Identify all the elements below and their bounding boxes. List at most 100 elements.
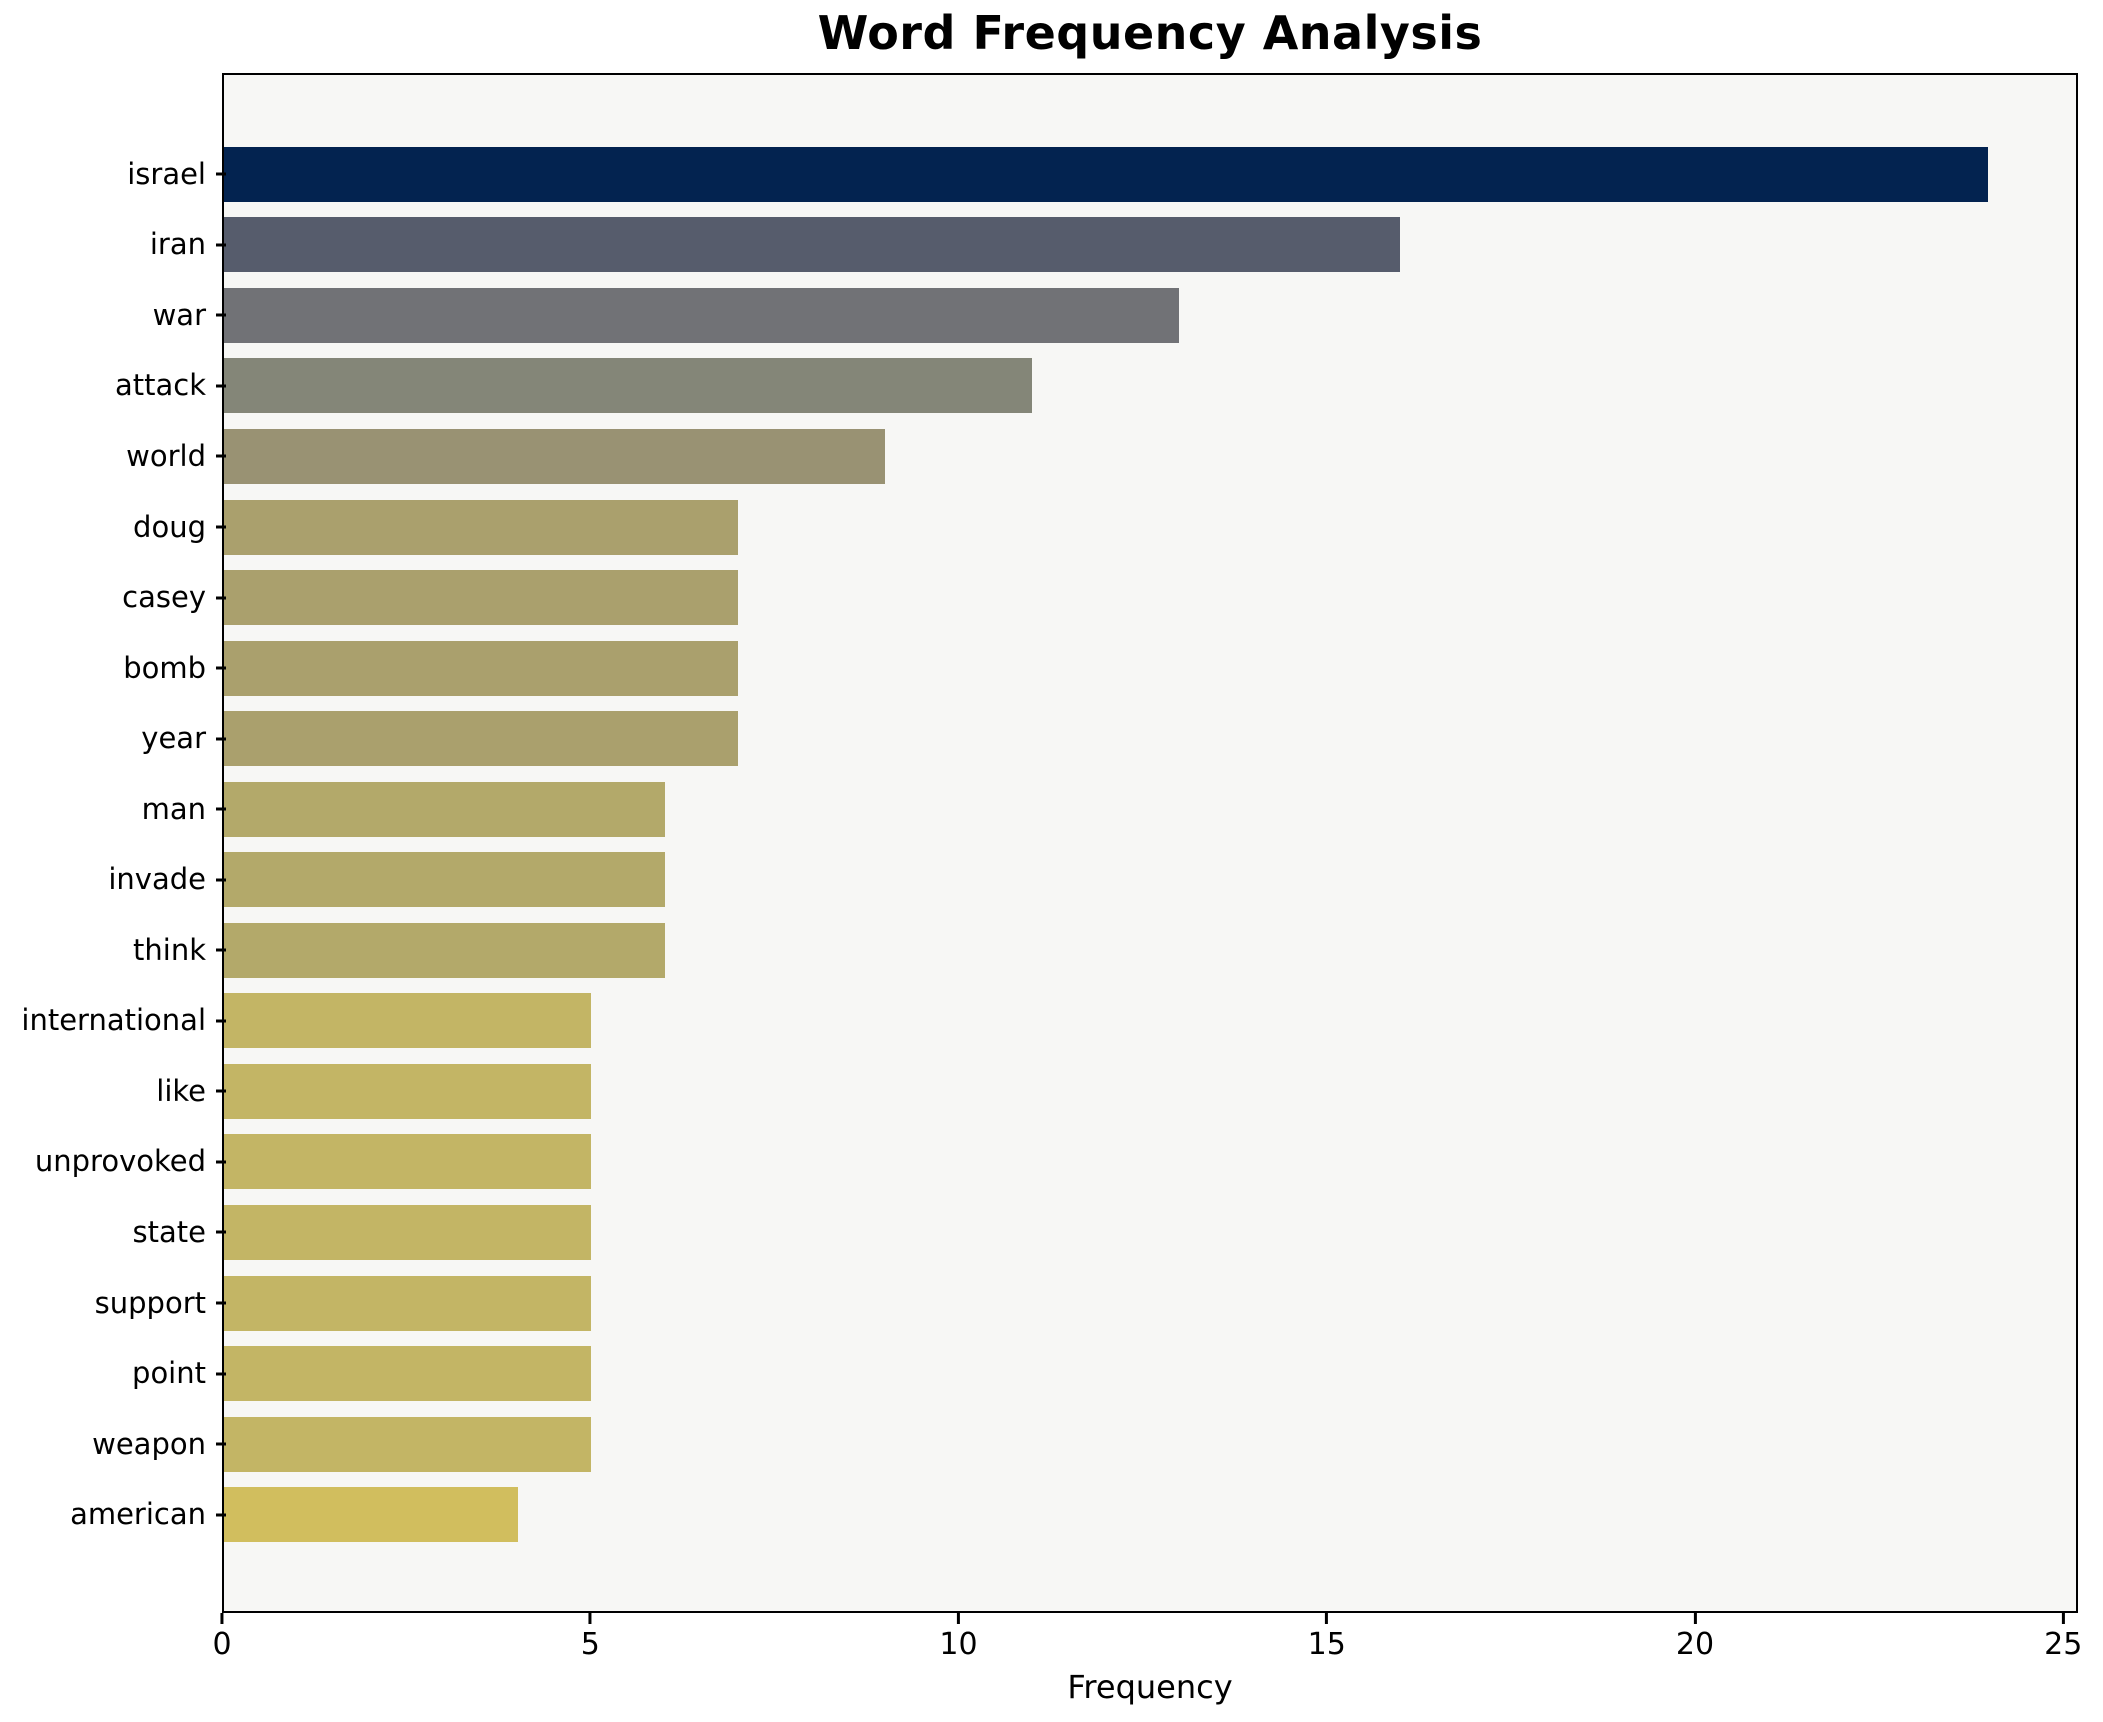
bar-row: think (133, 915, 2076, 986)
frequency-bar (224, 1204, 592, 1260)
chart-title: Word Frequency Analysis (817, 6, 1483, 60)
x-tick: 15 (1308, 1613, 1346, 1660)
x-tick-label: 10 (939, 1627, 978, 1662)
frequency-bar (224, 1487, 518, 1543)
category-label: iran (149, 227, 206, 262)
x-tick-label: 20 (1675, 1627, 1715, 1662)
frequency-bar (224, 499, 739, 555)
frequency-bar (224, 1134, 592, 1190)
category-label: international (21, 1003, 206, 1038)
x-tick-mark (220, 1613, 224, 1624)
category-label: like (156, 1073, 206, 1108)
category-label: point (132, 1356, 206, 1391)
x-tick: 10 (939, 1613, 978, 1662)
y-tick-mark (216, 172, 226, 176)
x-tick: 5 (581, 1613, 600, 1660)
category-label: doug (133, 509, 206, 544)
frequency-bar (224, 217, 1400, 273)
x-axis: 0 5 10 15 20 25 (212, 1613, 2082, 1673)
category-label: think (133, 932, 206, 967)
y-tick-mark (216, 313, 226, 317)
category-label: state (132, 1214, 206, 1249)
bar-row: weapon (92, 1409, 2076, 1480)
plot-area: israel iran war attack world doug casey bomb yea… (21, 73, 2078, 1613)
bar-row: state (133, 1197, 2076, 1268)
y-tick-mark (216, 1513, 226, 1517)
category-label: year (141, 721, 206, 756)
bar-row: world (126, 421, 2076, 492)
category-label: weapon (92, 1426, 206, 1461)
category-label: israel (127, 156, 206, 191)
bar-row: iran (150, 210, 2076, 281)
bar-row: attack (115, 351, 2076, 422)
x-axis-label: Frequency (1067, 1668, 1233, 1706)
y-tick-mark (216, 384, 226, 388)
frequency-bar (224, 146, 1988, 202)
y-tick-mark (216, 1301, 226, 1305)
category-label: man (141, 791, 206, 826)
category-label: invade (108, 862, 206, 897)
frequency-bar (224, 1275, 592, 1331)
y-tick-mark (216, 737, 226, 741)
y-tick-mark (216, 666, 226, 670)
frequency-bar (224, 711, 739, 767)
x-tick-mark (1325, 1613, 1329, 1624)
bar-row: american (70, 1479, 2076, 1550)
bar-row: israel (127, 139, 2076, 210)
category-label: bomb (123, 650, 206, 685)
bar-row: invade (108, 844, 2076, 915)
category-label: casey (122, 580, 206, 615)
frequency-bar (224, 358, 1033, 414)
bar-row: international (21, 986, 2076, 1057)
x-tick-label: 15 (1307, 1627, 1346, 1662)
y-tick-mark (216, 1089, 226, 1093)
bar-row: bomb (123, 633, 2076, 704)
y-tick-mark (216, 1442, 226, 1446)
y-tick-mark (216, 1230, 226, 1234)
x-tick: 20 (1676, 1613, 1714, 1660)
category-label: attack (114, 368, 206, 403)
bar-row: point (132, 1338, 2076, 1409)
frequency-bar (224, 781, 665, 837)
y-tick-mark (216, 807, 226, 811)
y-tick-mark (216, 454, 226, 458)
category-label: war (152, 297, 206, 332)
y-tick-mark (216, 596, 226, 600)
x-tick-mark (1693, 1613, 1697, 1624)
bar-row: war (153, 280, 2076, 351)
x-tick-mark (588, 1613, 592, 1624)
bar-row: casey (122, 562, 2076, 633)
x-tick-label: 25 (2044, 1627, 2083, 1662)
bar-row: doug (133, 492, 2076, 563)
bar-row: year (141, 703, 2076, 774)
y-tick-mark (216, 525, 226, 529)
y-tick-mark (216, 878, 226, 882)
bar-rows-container: israel iran war attack world doug casey bomb yea… (21, 75, 2076, 1611)
frequency-bar (224, 1346, 592, 1402)
y-tick-mark (216, 1160, 226, 1164)
bar-row: like (156, 1056, 2076, 1127)
x-tick-label: 0 (212, 1627, 232, 1662)
x-tick-mark (957, 1613, 960, 1624)
bar-row: support (95, 1268, 2076, 1339)
frequency-bar (224, 922, 665, 978)
y-tick-mark (216, 1372, 226, 1376)
category-label: unprovoked (34, 1144, 206, 1179)
frequency-bar (224, 993, 592, 1049)
category-label: american (70, 1497, 206, 1532)
frequency-bar (224, 640, 739, 696)
y-tick-mark (216, 243, 226, 247)
x-tick-mark (2061, 1613, 2065, 1624)
frequency-bar (224, 428, 886, 484)
category-label: support (94, 1285, 206, 1320)
frequency-bar (224, 287, 1180, 343)
frequency-bar (224, 570, 739, 626)
y-tick-mark (216, 948, 226, 952)
x-tick: 25 (2044, 1613, 2082, 1660)
x-tick: 0 (212, 1613, 232, 1662)
y-tick-mark (216, 1019, 226, 1023)
bar-row: man (142, 774, 2076, 845)
frequency-bar (224, 1416, 592, 1472)
bar-row: unprovoked (35, 1127, 2076, 1198)
